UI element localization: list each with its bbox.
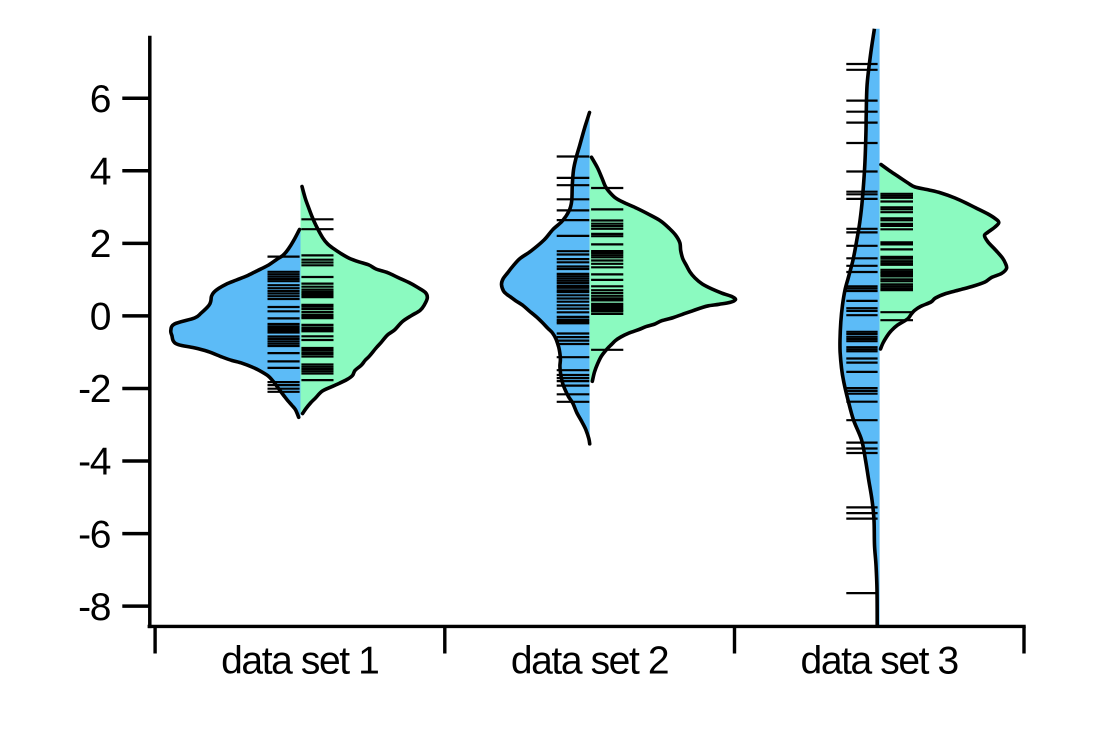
- svg-text:6: 6: [90, 78, 110, 121]
- svg-text:4: 4: [90, 151, 111, 194]
- svg-text:data set 1: data set 1: [221, 640, 378, 683]
- svg-text:data set 3: data set 3: [801, 640, 958, 683]
- svg-text:-6: -6: [78, 513, 110, 556]
- svg-text:0: 0: [90, 296, 111, 339]
- svg-text:data set 2: data set 2: [511, 640, 668, 683]
- svg-text:-4: -4: [78, 441, 111, 484]
- svg-text:-8: -8: [78, 586, 110, 629]
- svg-text:-2: -2: [78, 368, 110, 411]
- svg-text:2: 2: [90, 223, 110, 266]
